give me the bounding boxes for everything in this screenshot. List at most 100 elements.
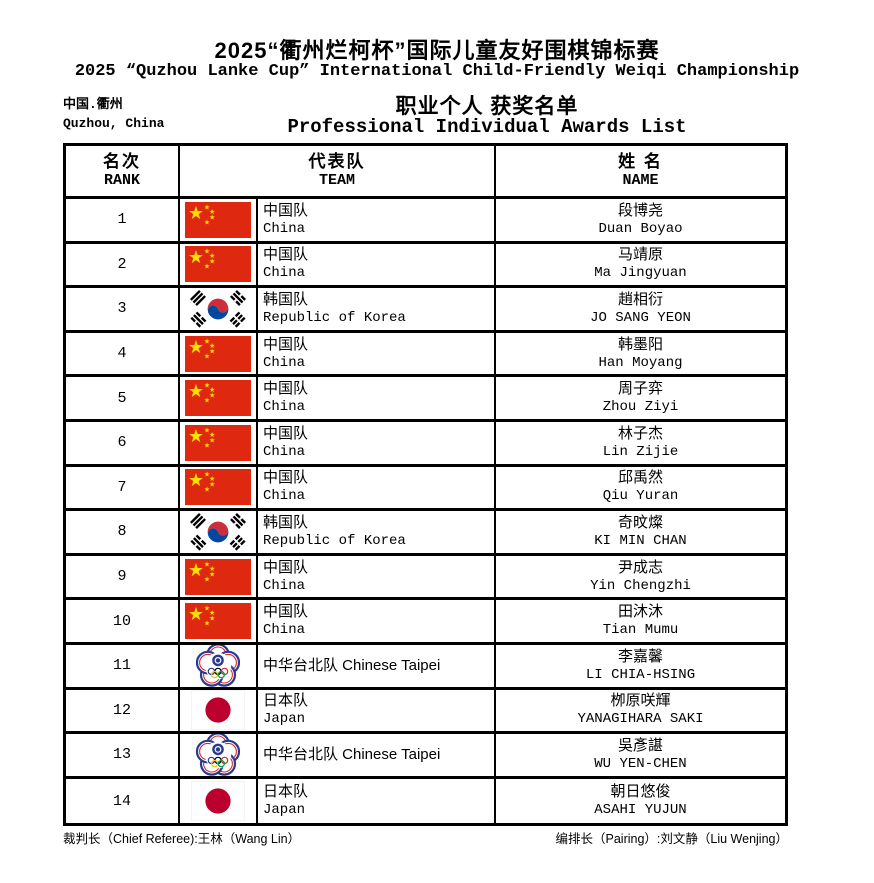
rank-value: 1 xyxy=(117,211,127,229)
taipei-flag-cell xyxy=(180,644,258,690)
team-name-zh: 韩国队 xyxy=(263,290,309,308)
svg-text:★: ★ xyxy=(204,426,210,434)
name-cell: 朝日悠俊 ASAHI YUJUN xyxy=(496,779,785,824)
rank-cell: 14 xyxy=(66,778,180,824)
team-name-zh: 中国队 xyxy=(263,603,309,621)
republic-of-korea-flag-icon xyxy=(187,288,249,329)
rank-cell: 13 xyxy=(66,734,180,779)
team-name-en: Republic of Korea xyxy=(263,532,406,549)
pairing-credit: 编排长（Pairing）:刘文静（Liu Wenjing） xyxy=(555,832,788,846)
svg-text:★: ★ xyxy=(188,248,204,269)
rank-cell: 3 xyxy=(66,288,180,333)
team-cell: 中国队 China xyxy=(258,600,496,645)
rank-value: 13 xyxy=(112,746,131,764)
korea-flag-cell xyxy=(180,511,258,556)
svg-text:★: ★ xyxy=(204,218,210,226)
name-cell: 韩墨阳 Han Moyang xyxy=(496,333,785,378)
team-cell: 中国队 China xyxy=(258,332,496,378)
team-name-zh: 中国队 xyxy=(263,201,309,219)
team-cell: 中华台北队 Chinese Taipei xyxy=(258,644,496,690)
svg-text:★: ★ xyxy=(209,342,215,350)
rank-cell: 8 xyxy=(66,511,180,556)
column-header-rank-zh: 名次 xyxy=(103,152,141,171)
player-name-zh: 趙相衍 xyxy=(617,290,663,308)
svg-text:★: ★ xyxy=(188,471,204,492)
team-name-en: China xyxy=(263,265,306,282)
team-name-en: China xyxy=(263,622,306,639)
china-flag-cell: ★ ★ ★ ★ ★ xyxy=(180,555,258,601)
svg-text:★: ★ xyxy=(209,208,215,216)
china-flag-cell: ★ ★ ★ ★ ★ xyxy=(180,466,258,512)
player-name-en: Yin Chengzhi xyxy=(590,577,691,594)
team-name: 中华台北队 Chinese Taipei xyxy=(263,657,441,675)
column-header-team-zh: 代表队 xyxy=(308,152,366,171)
player-name-zh: 马靖原 xyxy=(617,246,663,264)
rank-value: 5 xyxy=(117,389,127,407)
document-title-en: 2025 “Quzhou Lanke Cup” International Ch… xyxy=(74,62,800,81)
china-flag-cell: ★ ★ ★ ★ ★ xyxy=(180,199,258,244)
china-flag-cell: ★ ★ ★ ★ ★ xyxy=(180,600,258,645)
svg-text:★: ★ xyxy=(209,475,215,483)
svg-text:★: ★ xyxy=(209,392,215,400)
rank-cell: 4 xyxy=(66,332,180,378)
svg-text:★: ★ xyxy=(209,570,215,578)
svg-text:★: ★ xyxy=(204,441,210,449)
rank-value: 12 xyxy=(112,701,131,719)
team-name-en: Japan xyxy=(263,802,306,819)
svg-text:★: ★ xyxy=(204,263,210,271)
svg-text:★: ★ xyxy=(209,431,215,439)
team-name-zh: 中国队 xyxy=(263,424,309,442)
team-name-en: China xyxy=(263,354,306,371)
name-cell: 林子杰 Lin Zijie xyxy=(496,422,785,467)
document-title-zh: 2025“衢州烂柯杯”国际儿童友好围棋锦标赛 xyxy=(214,38,660,63)
team-name-zh: 中国队 xyxy=(263,380,309,398)
rank-value: 9 xyxy=(117,568,127,586)
rank-cell: 11 xyxy=(66,644,180,690)
china-flag-icon: ★ ★ ★ ★ ★ xyxy=(185,424,251,461)
svg-text:★: ★ xyxy=(204,605,210,613)
team-name-en: China xyxy=(263,220,306,237)
team-name-en: China xyxy=(263,488,306,505)
rank-value: 4 xyxy=(117,345,127,363)
name-cell: 邱禹然 Qiu Yuran xyxy=(496,467,785,512)
svg-text:★: ★ xyxy=(209,565,215,573)
rank-cell: 1 xyxy=(66,199,180,244)
team-name-zh: 中国队 xyxy=(263,335,309,353)
svg-text:★: ★ xyxy=(204,575,210,583)
china-flag-icon: ★ ★ ★ ★ ★ xyxy=(185,603,251,640)
team-cell: 中国队 China xyxy=(258,421,496,467)
location-en: Quzhou, China xyxy=(63,116,165,131)
player-name-en: Lin Zijie xyxy=(602,443,679,460)
svg-text:★: ★ xyxy=(204,397,210,405)
column-header-name-zh: 姓 名 xyxy=(618,152,663,171)
svg-text:★: ★ xyxy=(209,252,215,260)
svg-text:★: ★ xyxy=(209,258,215,266)
svg-text:★: ★ xyxy=(209,386,215,394)
subtitle-en: Professional Individual Awards List xyxy=(287,116,687,138)
column-header-name-en: NAME xyxy=(622,172,659,189)
location-block: 中国.衢州 Quzhou, China xyxy=(63,95,164,133)
china-flag-cell: ★ ★ ★ ★ ★ xyxy=(180,332,258,378)
svg-text:★: ★ xyxy=(209,609,215,617)
svg-text:★: ★ xyxy=(209,213,215,221)
player-name-zh: 段博尧 xyxy=(617,201,663,219)
svg-text:★: ★ xyxy=(209,347,215,355)
china-flag-icon: ★ ★ ★ ★ ★ xyxy=(185,246,251,283)
rank-cell: 7 xyxy=(66,466,180,512)
player-name-en: ASAHI YUJUN xyxy=(594,802,687,819)
china-flag-icon: ★ ★ ★ ★ ★ xyxy=(185,558,251,595)
name-cell: 田沐沐 Tian Mumu xyxy=(496,600,785,645)
team-cell: 中国队 China xyxy=(258,555,496,601)
korea-flag-cell xyxy=(180,288,258,333)
svg-text:★: ★ xyxy=(204,560,210,568)
player-name-zh: 邱禹然 xyxy=(617,469,663,487)
japan-flag-icon xyxy=(191,781,245,822)
team-name-zh: 韩国队 xyxy=(263,513,309,531)
china-flag-cell: ★ ★ ★ ★ ★ xyxy=(180,421,258,467)
player-name-en: LI CHIA-HSING xyxy=(585,666,696,683)
location-zh: 中国.衢州 xyxy=(63,97,123,112)
team-cell: 中国队 China xyxy=(258,377,496,422)
player-name-en: Zhou Ziyi xyxy=(602,399,679,416)
column-header-team: 代表队 TEAM xyxy=(180,146,496,199)
column-header-name: 姓 名 NAME xyxy=(496,146,785,199)
